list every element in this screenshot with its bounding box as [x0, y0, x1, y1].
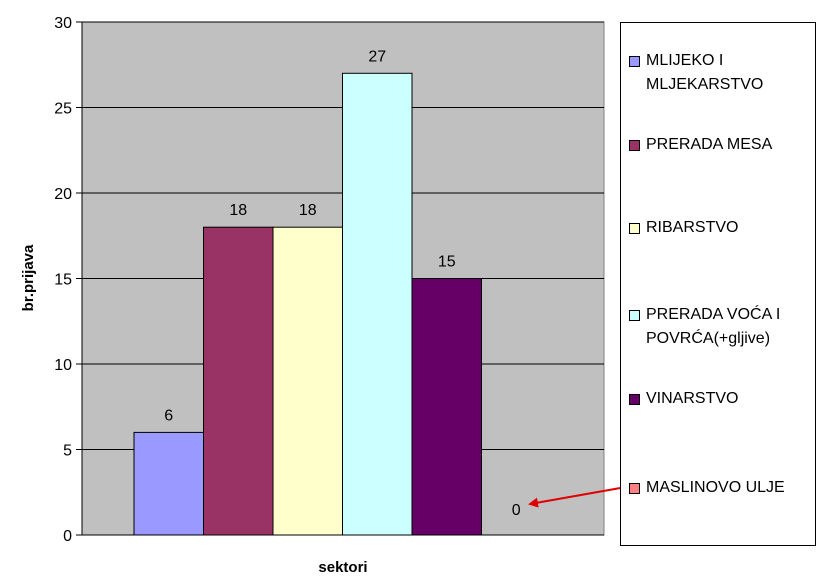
legend-label: PRERADA VOĆA I POVRĆA(+gljive): [646, 306, 781, 347]
legend-swatch: [629, 394, 640, 405]
legend-swatch: [629, 310, 640, 321]
y-tick-labels: 0 5 10 15 20 25 30: [54, 15, 82, 545]
data-label: 18: [299, 202, 317, 219]
y-tick-label: 25: [54, 101, 72, 118]
y-axis-title: br.prijava: [20, 244, 37, 311]
legend-item: PRERADA VOĆA I POVRĆA(+gljive): [629, 303, 815, 351]
data-label: 6: [164, 407, 173, 424]
legend-item: MASLINOVO ULJE: [629, 476, 815, 500]
y-tick-label: 15: [54, 272, 72, 289]
data-label: 27: [368, 48, 386, 65]
bar: [272, 226, 343, 536]
legend-item: VINARSTVO: [629, 387, 815, 411]
legend-label: MASLINOVO ULJE: [646, 479, 785, 496]
y-tick-label: 20: [54, 186, 72, 203]
legend-swatch: [629, 140, 640, 151]
y-tick-label: 30: [54, 15, 72, 32]
y-tick-label: 0: [63, 528, 72, 545]
legend-item: RIBARSTVO: [629, 216, 815, 240]
annotation-arrow: [528, 486, 627, 508]
data-labels: 6 18 18 27 15 0: [164, 48, 521, 519]
legend-swatch: [629, 483, 640, 494]
bar: [342, 72, 413, 536]
legend: MLIJEKO I MLJEKARSTVO PRERADA MESA RIBARST…: [620, 22, 816, 546]
legend-label: PRERADA MESA: [646, 136, 773, 153]
bar: [411, 278, 482, 536]
legend-item: MLIJEKO I MLJEKARSTVO: [629, 49, 815, 97]
data-label: 0: [512, 502, 521, 519]
legend-label: VINARSTVO: [646, 390, 739, 407]
data-label: 18: [229, 202, 247, 219]
legend-swatch: [629, 56, 640, 67]
data-label: 15: [438, 254, 456, 271]
legend-item: PRERADA MESA: [629, 133, 815, 157]
x-axis-title: sektori: [318, 559, 367, 576]
legend-label: RIBARSTVO: [646, 219, 739, 236]
y-tick-label: 5: [63, 443, 72, 460]
bar: [203, 226, 274, 536]
bars: [133, 72, 482, 536]
bar: [133, 431, 204, 536]
y-tick-label: 10: [54, 357, 72, 374]
legend-swatch: [629, 223, 640, 234]
legend-label: MLIJEKO I MLJEKARSTVO: [646, 52, 764, 93]
